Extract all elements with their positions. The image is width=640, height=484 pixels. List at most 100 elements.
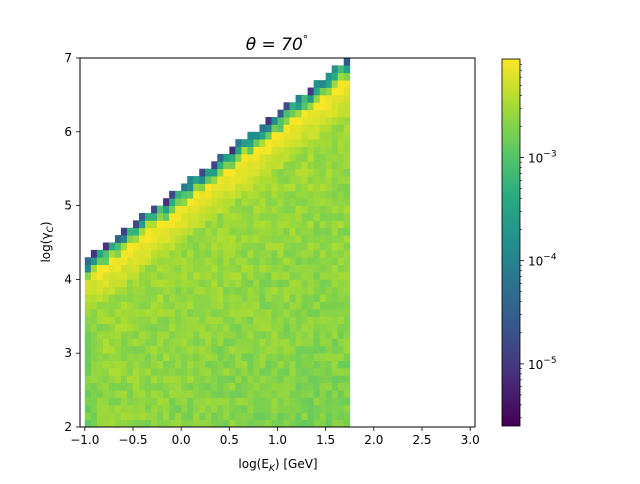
heatmap-cell [151, 353, 158, 361]
heatmap-cell [235, 316, 242, 325]
heatmap-cell [175, 242, 182, 251]
heatmap-cell [301, 316, 309, 325]
heatmap-cell [199, 205, 206, 214]
heatmap-cell [193, 323, 200, 332]
heatmap-cell [253, 308, 260, 317]
heatmap-cell [169, 279, 176, 288]
heatmap-cell [145, 331, 152, 339]
heatmap-cell [163, 404, 170, 413]
heatmap-cell [217, 323, 224, 332]
heatmap-cell [343, 109, 351, 118]
heatmap-cell [277, 257, 284, 266]
heatmap-cell [331, 279, 339, 288]
heatmap-cell [283, 419, 290, 428]
heatmap-cell [114, 279, 122, 288]
heatmap-cell [90, 264, 98, 273]
heatmap-cell [181, 382, 188, 391]
heatmap-cell [313, 375, 321, 384]
heatmap-cell [235, 345, 242, 354]
heatmap-cell [187, 176, 194, 184]
heatmap-cell [331, 331, 339, 339]
heatmap-cell [289, 117, 296, 125]
heatmap-cell [139, 375, 146, 384]
heatmap-cell [295, 419, 302, 428]
heatmap-cell [163, 242, 170, 251]
heatmap-cell [163, 412, 170, 421]
heatmap-cell [126, 360, 134, 369]
heatmap-cell [229, 212, 236, 221]
heatmap-cell [343, 153, 351, 162]
colorbar-ticks: 10−510−410−3 [520, 63, 557, 419]
heatmap-cell [295, 382, 302, 391]
heatmap-cell [235, 397, 242, 406]
heatmap-cell [277, 264, 284, 273]
heatmap-cell [205, 235, 212, 243]
heatmap-cell [301, 375, 309, 384]
heatmap-cell [90, 331, 98, 339]
heatmap-cell [253, 235, 260, 243]
heatmap-cell [199, 419, 206, 428]
heatmap-cell [259, 331, 266, 339]
heatmap-cell [157, 331, 164, 339]
heatmap-cell [307, 301, 315, 310]
heatmap-cell [181, 412, 188, 421]
heatmap-cell [235, 323, 242, 332]
heatmap-cell [145, 375, 152, 384]
heatmap-cell [271, 249, 278, 258]
heatmap-cell [205, 286, 212, 295]
heatmap-cell [319, 227, 327, 236]
heatmap-cell [157, 212, 164, 221]
heatmap-cell [343, 205, 351, 214]
heatmap-cell [247, 183, 254, 192]
heatmap-cell [283, 139, 290, 147]
heatmap-cell [229, 316, 236, 325]
heatmap-cell [132, 338, 140, 347]
heatmap-cell [223, 338, 230, 347]
heatmap-cell [319, 404, 327, 413]
heatmap-cell [96, 397, 104, 406]
heatmap-cell [253, 264, 260, 273]
heatmap-cell [331, 323, 339, 332]
heatmap-cell [337, 323, 345, 332]
heatmap-cell [343, 286, 351, 295]
heatmap-cell [157, 323, 164, 332]
heatmap-cell [259, 375, 266, 384]
heatmap-cell [319, 94, 327, 103]
heatmap-cell [102, 338, 110, 347]
heatmap-cell [205, 382, 212, 391]
heatmap-cell [169, 308, 176, 317]
heatmap-cell [114, 286, 122, 295]
heatmap-cell [157, 301, 164, 310]
heatmap-cell [265, 249, 272, 258]
heatmap-cell [247, 168, 254, 177]
heatmap-cell [271, 205, 278, 214]
heatmap-cell [307, 323, 315, 332]
heatmap-cell [132, 301, 140, 310]
heatmap-cell [120, 264, 128, 273]
heatmap-cell [169, 404, 176, 413]
heatmap-cell [271, 227, 278, 236]
heatmap-cell [139, 345, 146, 354]
heatmap-cell [265, 397, 272, 406]
heatmap-cell [307, 124, 315, 133]
heatmap-cell [253, 345, 260, 354]
heatmap-cell [145, 316, 152, 325]
heatmap-cell [277, 419, 284, 428]
heatmap-cell [223, 227, 230, 236]
heatmap-cell [283, 242, 290, 251]
heatmap-cell [235, 235, 242, 243]
heatmap-cell [319, 102, 327, 111]
heatmap-cell [319, 176, 327, 184]
heatmap-cell [301, 94, 309, 103]
heatmap-cell [241, 168, 248, 177]
heatmap-cell [271, 316, 278, 325]
heatmap-cell [289, 412, 296, 421]
heatmap-cell [169, 397, 176, 406]
heatmap-cell [102, 242, 110, 251]
heatmap-cell [271, 323, 278, 332]
heatmap-cell [96, 272, 104, 280]
heatmap-cell [289, 404, 296, 413]
heatmap-cell [337, 316, 345, 325]
heatmap-cell [283, 375, 290, 384]
